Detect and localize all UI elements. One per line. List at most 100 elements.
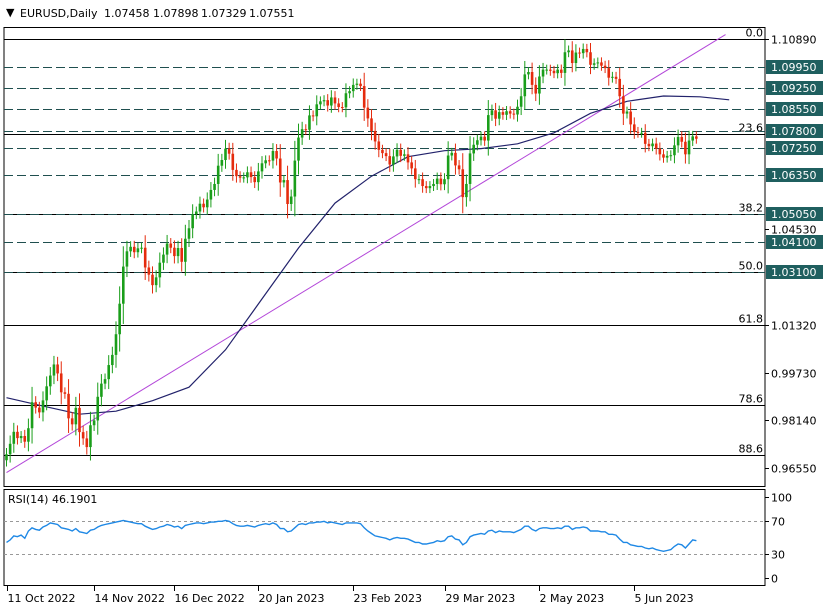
candle-body (122, 266, 125, 304)
candle-body (286, 180, 289, 205)
candle (406, 147, 410, 170)
candle-body (330, 97, 333, 106)
ohlc-open: 1.07458 (104, 7, 150, 20)
candle (5, 447, 8, 467)
candle-body (59, 373, 63, 393)
candle (432, 179, 435, 191)
candle (669, 150, 673, 161)
trendline-layer (6, 34, 726, 473)
candle-body (618, 78, 621, 97)
candle (129, 241, 132, 257)
candle (59, 361, 63, 405)
candle-body (198, 203, 202, 212)
price-label-box (766, 168, 823, 182)
candle (23, 429, 27, 448)
candle-body (34, 402, 37, 408)
candle (534, 77, 538, 102)
candle-body (640, 132, 643, 134)
candle-body (30, 402, 34, 429)
candle (30, 386, 34, 444)
rsi-tick-label: 100 (771, 492, 792, 505)
candle-body (424, 186, 428, 189)
candle (100, 374, 103, 407)
candle (158, 252, 162, 288)
candle (300, 121, 304, 145)
candle (684, 132, 687, 164)
price-label-text: 1.07800 (771, 125, 817, 138)
candle-body (556, 69, 559, 74)
candle (417, 174, 421, 185)
candle (370, 109, 373, 141)
candle-body (373, 130, 377, 142)
candle (271, 143, 275, 169)
candle (410, 156, 413, 175)
candle-body (56, 364, 59, 374)
candle-body (45, 386, 48, 401)
candle (381, 144, 384, 159)
candle-body (92, 420, 96, 426)
candle (111, 346, 114, 374)
date-tick-label: 11 Oct 2022 (8, 592, 76, 605)
candle-body (527, 72, 530, 75)
candle-body (435, 178, 439, 184)
price-label-box (766, 207, 823, 221)
candle-body (534, 84, 538, 94)
candle-body (260, 163, 264, 172)
candle (680, 131, 684, 148)
candle-body (443, 179, 446, 185)
candle-body (344, 93, 348, 108)
candle (242, 172, 246, 183)
candle (16, 425, 19, 445)
price-tick-label: 1.04530 (771, 224, 817, 237)
candle (414, 159, 417, 188)
candle (70, 412, 74, 431)
candle-body (158, 262, 162, 278)
price-label-box (766, 124, 823, 138)
candle-body (545, 69, 548, 71)
candle-body (600, 62, 603, 66)
candle (494, 102, 497, 127)
candlestick-series (5, 39, 698, 467)
candle (81, 425, 85, 445)
candle-body (304, 129, 308, 131)
candle-body (676, 136, 680, 146)
candle (530, 62, 534, 95)
price-tick-label: 1.01320 (771, 320, 817, 333)
candle-body (446, 155, 450, 180)
candle-body (16, 431, 19, 439)
candle-body (278, 158, 282, 183)
candle-body (224, 148, 227, 161)
candle (202, 198, 205, 213)
candle-body (647, 143, 651, 147)
candle-body (432, 183, 435, 187)
candle-body (673, 145, 676, 156)
candle (545, 64, 548, 75)
collapse-arrow-icon[interactable]: ▼ (6, 6, 15, 19)
candle (611, 71, 614, 83)
candle-body (136, 248, 140, 253)
candle (151, 266, 154, 294)
fib-label-38.2: 38.2 (739, 202, 764, 215)
trendline (6, 34, 726, 473)
candle (122, 246, 125, 324)
price-tick-label: 0.99730 (771, 368, 817, 381)
candle-body (399, 149, 402, 156)
candle-body (465, 183, 468, 198)
candle (373, 122, 377, 150)
candle (476, 134, 479, 151)
candle (643, 124, 647, 153)
candle-body (322, 100, 326, 102)
candle-body (151, 274, 154, 286)
candle (198, 196, 202, 219)
date-tick-label: 29 Mar 2023 (446, 592, 516, 605)
candle (195, 206, 198, 220)
main-chart-frame (3, 27, 766, 487)
candle-body (271, 151, 275, 161)
candle (227, 142, 231, 160)
candle-body (395, 149, 399, 157)
candle-body (476, 140, 479, 145)
candle-body (359, 83, 362, 87)
candle-body (191, 214, 194, 229)
price-tick-label: 1.10890 (771, 34, 817, 47)
